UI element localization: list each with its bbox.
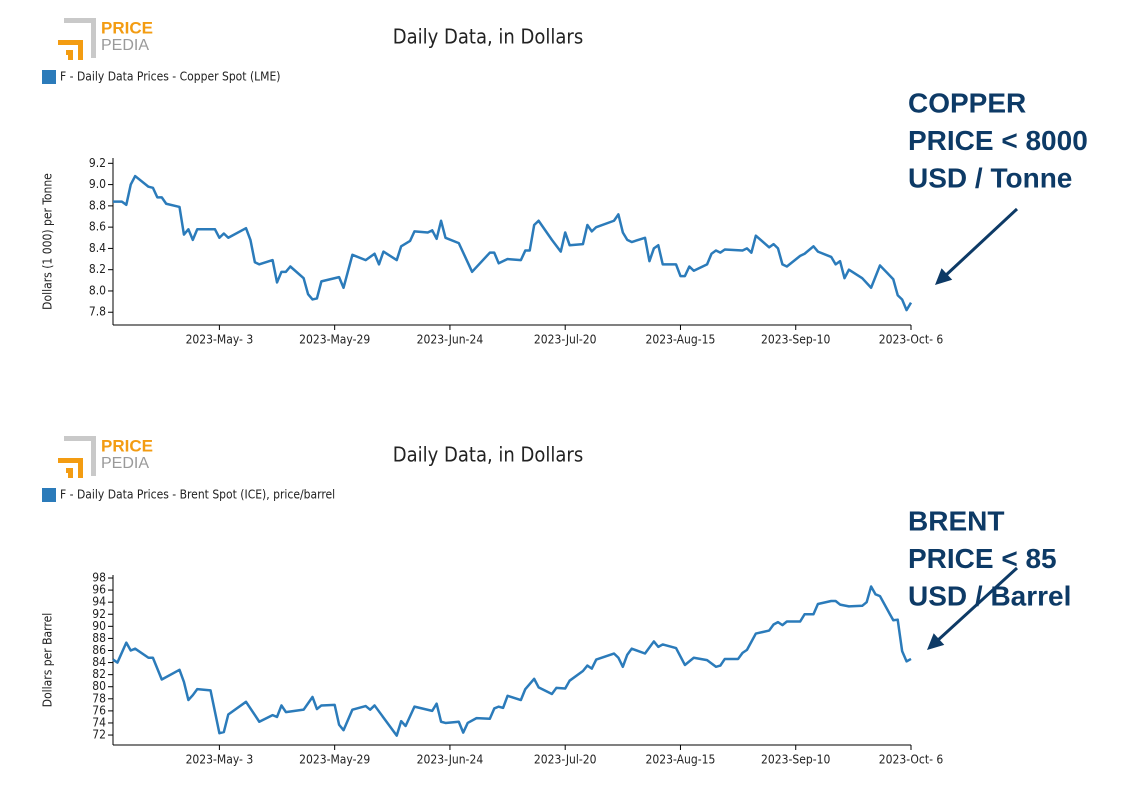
y-tick-label: 8.4 [89, 241, 106, 255]
y-tick-label: 96 [92, 583, 106, 597]
logo-bottom: PEDIA [101, 455, 149, 472]
logo-top: PRICE [101, 436, 153, 455]
y-tick-label: 92 [92, 607, 106, 621]
x-tick-label: 2023-Sep-10 [761, 753, 830, 767]
y-tick-label: 78 [92, 691, 106, 705]
x-tick-label: 2023-Sep-10 [761, 333, 830, 347]
chart-title: Daily Data, in Dollars [393, 443, 583, 467]
x-tick-label: 2023-Oct- 6 [879, 333, 944, 347]
y-tick-label: 72 [92, 728, 106, 742]
y-tick-label: 7.8 [89, 305, 106, 319]
y-tick-label: 76 [92, 703, 106, 717]
x-tick-label: 2023-Jul-20 [534, 753, 597, 767]
legend-swatch [42, 70, 56, 84]
x-tick-label: 2023-Oct- 6 [879, 753, 944, 767]
legend-label: F - Daily Data Prices - Copper Spot (LME… [60, 70, 281, 84]
y-tick-label: 8.2 [89, 262, 106, 276]
logo-icon [64, 18, 96, 58]
y-tick-label: 80 [92, 679, 106, 693]
chart-title: Daily Data, in Dollars [393, 25, 583, 49]
annotation: BRENT [908, 505, 1004, 536]
annotation: COPPER [908, 87, 1026, 118]
x-tick-label: 2023-Jul-20 [534, 333, 597, 347]
annotation-arrow [943, 207, 1019, 278]
y-tick-label: 8.6 [89, 220, 106, 234]
x-tick-label: 2023-Jun-24 [417, 753, 484, 767]
y-tick-label: 86 [92, 643, 106, 657]
x-tick-label: 2023-May- 3 [186, 753, 254, 767]
y-tick-label: 94 [92, 595, 106, 609]
logo-bottom: PEDIA [101, 37, 149, 54]
y-tick-label: 88 [92, 631, 106, 645]
price-line [113, 174, 913, 312]
logo-icon [64, 436, 96, 476]
logo-icon-orange [58, 40, 83, 60]
legend-swatch [42, 488, 56, 502]
y-tick-label: 90 [92, 619, 106, 633]
annotation-arrow [935, 566, 1019, 643]
y-tick-label: 9.2 [89, 156, 106, 170]
logo-icon-orange [58, 458, 83, 478]
annotation-arrowhead [927, 633, 945, 650]
x-tick-label: 2023-May-29 [299, 753, 370, 767]
x-tick-label: 2023-May-29 [299, 333, 370, 347]
y-tick-label: 8.0 [89, 283, 106, 297]
annotation: USD / Tonne [908, 162, 1072, 193]
legend-label: F - Daily Data Prices - Brent Spot (ICE)… [60, 488, 335, 502]
y-tick-label: 9.0 [89, 177, 106, 191]
annotation: PRICE < 8000 [908, 125, 1088, 156]
annotation: PRICE < 85 [908, 543, 1057, 574]
x-tick-label: 2023-Aug-15 [646, 753, 716, 767]
x-tick-label: 2023-Aug-15 [646, 333, 716, 347]
price-line [112, 585, 912, 737]
x-tick-label: 2023-May- 3 [186, 333, 254, 347]
annotation-arrowhead [935, 268, 953, 285]
y-axis-label: Dollars per Barrel [41, 613, 55, 707]
y-tick-label: 74 [92, 715, 106, 729]
x-tick-label: 2023-Jun-24 [417, 333, 484, 347]
y-tick-label: 98 [92, 571, 106, 585]
y-tick-label: 84 [92, 655, 106, 669]
y-tick-label: 8.8 [89, 198, 106, 212]
logo-top: PRICE [101, 18, 153, 37]
annotation: USD / Barrel [908, 580, 1071, 611]
y-axis-label: Dollars (1 000) per Tonne [41, 173, 55, 310]
y-tick-label: 82 [92, 667, 106, 681]
